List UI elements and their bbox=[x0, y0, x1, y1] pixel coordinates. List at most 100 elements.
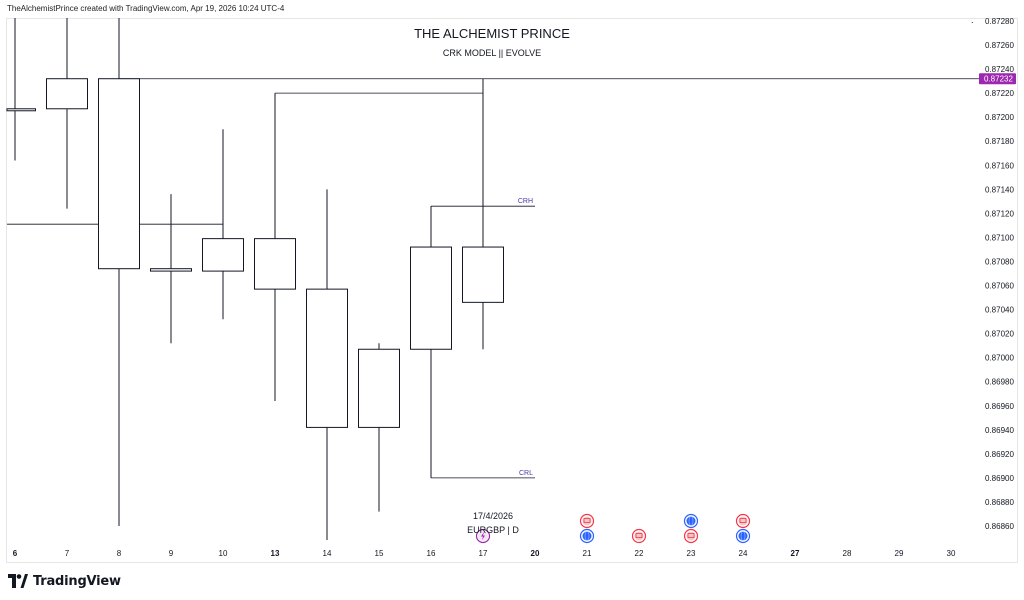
event-markers bbox=[475, 513, 751, 544]
chart-title: THE ALCHEMIST PRINCE bbox=[414, 26, 570, 41]
candle-body bbox=[306, 288, 348, 428]
price-tick-label: 0.87120 bbox=[985, 209, 1014, 218]
price-tick-label: 0.87100 bbox=[985, 233, 1014, 242]
time-tick-label: 30 bbox=[947, 549, 956, 558]
price-tick-label: 0.86980 bbox=[985, 378, 1014, 387]
last-price-label: 0.87232 bbox=[984, 75, 1013, 84]
candles bbox=[6, 18, 504, 540]
globe-icon[interactable] bbox=[683, 513, 699, 529]
lightning-icon[interactable] bbox=[475, 528, 491, 544]
price-tick-label: 0.86860 bbox=[985, 522, 1014, 531]
candle[interactable] bbox=[358, 343, 400, 512]
candle-body bbox=[410, 246, 452, 350]
symbol-label: EURGBP | D bbox=[467, 525, 519, 535]
globe-icon-meridian bbox=[584, 531, 590, 541]
time-tick-label: 17 bbox=[479, 549, 488, 558]
price-tick-label: 0.87080 bbox=[985, 257, 1014, 266]
time-tick-label: 7 bbox=[65, 549, 70, 558]
flag-icon-shape bbox=[687, 533, 695, 538]
flag-icon-shape bbox=[635, 533, 643, 538]
globe-icon[interactable] bbox=[579, 528, 595, 544]
time-tick-label: 8 bbox=[117, 549, 122, 558]
price-tick-label: 0.86940 bbox=[985, 426, 1014, 435]
price-tick-label: 0.86920 bbox=[985, 450, 1014, 459]
chart-frame bbox=[6, 18, 1018, 563]
flag-icon-shape bbox=[583, 518, 591, 523]
tradingview-brand: TradingView bbox=[33, 573, 121, 589]
time-tick-label: 16 bbox=[427, 549, 436, 558]
price-tick-label: 0.87240 bbox=[985, 65, 1014, 74]
time-tick-label: 14 bbox=[323, 549, 332, 558]
candle-body bbox=[254, 238, 296, 290]
chart-subtitle: CRK MODEL || EVOLVE bbox=[443, 48, 541, 58]
lightning-icon-bolt bbox=[481, 532, 485, 540]
candle[interactable] bbox=[254, 93, 296, 401]
candle[interactable] bbox=[410, 206, 452, 478]
price-tick-label: 0.87260 bbox=[985, 41, 1014, 50]
candle-body bbox=[462, 246, 504, 303]
globe-icon-fill bbox=[582, 531, 592, 541]
candle-body bbox=[98, 78, 140, 270]
time-tick-label: 29 bbox=[895, 549, 904, 558]
time-tick-label: 20 bbox=[531, 549, 540, 558]
price-tick-label: 0.87000 bbox=[985, 354, 1014, 363]
price-tick-label: 0.86900 bbox=[985, 474, 1014, 483]
candle-body bbox=[6, 108, 36, 112]
time-tick-label: 23 bbox=[687, 549, 696, 558]
flag-icon[interactable] bbox=[631, 528, 647, 544]
time-tick-label: 24 bbox=[739, 549, 748, 558]
price-tick-label: 0.87200 bbox=[985, 113, 1014, 122]
globe-icon[interactable] bbox=[735, 528, 751, 544]
price-tick-label: 0.87220 bbox=[985, 89, 1014, 98]
flag-icon[interactable] bbox=[579, 513, 595, 529]
flag-icon[interactable] bbox=[735, 513, 751, 529]
last-price-badge bbox=[979, 73, 1016, 85]
price-axis: 0.87280 0.87260 0.87240 0.87220 0.87200 0.871… bbox=[971, 15, 1016, 531]
candle-body bbox=[46, 78, 88, 110]
candle[interactable] bbox=[150, 194, 192, 344]
time-tick-label: 27 bbox=[791, 549, 800, 558]
price-tick-label: 0.87140 bbox=[985, 185, 1014, 194]
time-tick-label: 6 bbox=[13, 549, 18, 558]
time-tick-label: 22 bbox=[635, 549, 644, 558]
price-axis-dot: . bbox=[971, 15, 974, 25]
price-tick-label: 0.86960 bbox=[985, 402, 1014, 411]
line-label-crl: CRL bbox=[519, 470, 533, 477]
time-axis: 6 7 8 9 10 13 14 15 16 17 20 21 22 23 24 27 28 29 30 bbox=[13, 549, 956, 558]
line-label-crh: CRH bbox=[518, 198, 533, 205]
price-tick-label: 0.87040 bbox=[985, 306, 1014, 315]
chart-credit: TheAlchemistPrince created with TradingV… bbox=[7, 4, 285, 13]
price-tick-label: 0.87160 bbox=[985, 161, 1014, 170]
time-tick-label: 21 bbox=[583, 549, 592, 558]
price-tick-label: 0.86880 bbox=[985, 498, 1014, 507]
candle[interactable] bbox=[306, 189, 348, 540]
flag-icon-shape bbox=[739, 518, 747, 523]
price-tick-label: 0.87280 bbox=[985, 17, 1014, 26]
tradingview-logo[interactable]: TradingView bbox=[8, 572, 121, 590]
date-label: 17/4/2026 bbox=[473, 511, 513, 521]
candle[interactable] bbox=[462, 78, 504, 350]
flag-icon[interactable] bbox=[683, 528, 699, 544]
candle[interactable] bbox=[98, 18, 140, 526]
price-tick-label: 0.87060 bbox=[985, 282, 1014, 291]
candle[interactable] bbox=[202, 129, 244, 320]
drawn-lines: CRH CRL bbox=[7, 78, 1016, 479]
candle[interactable] bbox=[46, 18, 88, 209]
candle-body bbox=[150, 268, 192, 272]
time-tick-label: 15 bbox=[375, 549, 384, 558]
candle-body bbox=[358, 348, 400, 428]
globe-icon-fill bbox=[738, 531, 748, 541]
candle[interactable] bbox=[6, 18, 36, 161]
price-tick-label: 0.87180 bbox=[985, 137, 1014, 146]
time-tick-label: 28 bbox=[843, 549, 852, 558]
tradingview-logo-icon bbox=[8, 574, 28, 588]
time-tick-label: 13 bbox=[271, 549, 280, 558]
globe-icon-meridian bbox=[688, 516, 694, 526]
price-tick-label: 0.87020 bbox=[985, 330, 1014, 339]
globe-icon-fill bbox=[686, 516, 696, 526]
globe-icon-meridian bbox=[740, 531, 746, 541]
time-tick-label: 9 bbox=[169, 549, 174, 558]
candle-body bbox=[202, 238, 244, 272]
time-tick-label: 10 bbox=[219, 549, 228, 558]
